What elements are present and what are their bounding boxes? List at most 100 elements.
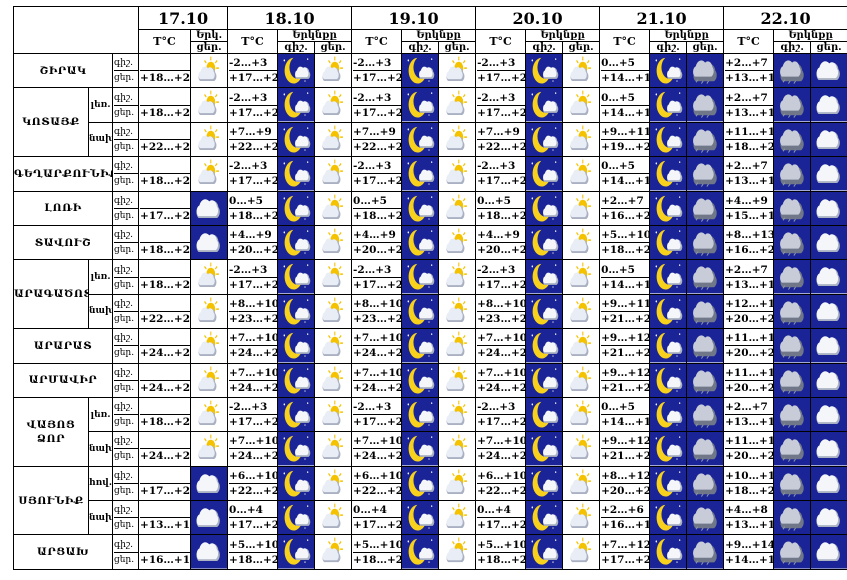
temp-night <box>140 297 190 311</box>
temp-night <box>140 263 190 277</box>
temperature-cell: -2…+3+17…+22 <box>475 396 527 433</box>
night-moon-night-icon <box>649 396 688 433</box>
day-cloud-icon <box>810 121 847 158</box>
night-moon-night-icon <box>277 156 316 192</box>
temp-day: +18…+23 <box>229 551 277 567</box>
temp-night: +9…+12 <box>601 332 650 345</box>
day-cloud-icon <box>810 87 847 123</box>
day-header-0: 17.10 <box>138 6 229 30</box>
temp-header: T°C <box>599 29 651 54</box>
period-labels: գիշ. ցեր. <box>111 121 140 158</box>
day-heavy-cloud-icon <box>686 121 725 158</box>
subregion-label: լեռ. <box>88 87 113 123</box>
temperature-cell: +11…+13+18…+20 <box>723 121 775 158</box>
night-moon-night-icon <box>525 190 564 226</box>
temp-night: +9…+11 <box>601 297 650 310</box>
temp-night: +11…+14 <box>725 332 773 345</box>
temp-night <box>140 159 190 173</box>
night-moon-night-icon <box>277 224 316 261</box>
temp-day: +18…+22 <box>140 242 191 257</box>
temp-day: +18…+22 <box>140 173 191 188</box>
sky-subheader-day: ցեր. <box>686 41 725 54</box>
temp-day: +13…+16 <box>140 517 191 532</box>
night-label: գիշ. <box>114 264 133 275</box>
temperature-cell: 0…+5+18…+23 <box>227 190 279 226</box>
temperature-cell: 0…+5+14…+19 <box>599 87 651 123</box>
night-heavy-cloud-icon <box>773 534 812 570</box>
temp-day: +17…+22 <box>353 414 401 429</box>
temperature-cell: +17…+20 <box>138 465 192 502</box>
night-moon-night-icon <box>525 362 564 398</box>
subregion-label: նախ. <box>88 431 113 467</box>
temperature-cell: +2…+7+16…+20 <box>599 190 651 226</box>
temperature-cell: +7…+10+24…+26 <box>227 431 279 467</box>
day-sun-cloud-icon <box>438 259 477 295</box>
period-labels: գիշ. ցեր. <box>111 328 140 364</box>
temp-day: +17…+20 <box>229 517 277 532</box>
table-row: նախ.գիշ.ցեր.+22…+25 +8…+10+23…+25 +8…+10… <box>14 293 847 330</box>
temp-day: +14…+19 <box>601 70 649 85</box>
temp-day: +18…+22 <box>140 414 191 429</box>
temperature-cell: +7…+10+24…+26 <box>475 431 527 467</box>
temperature-cell: 0…+5+14…+19 <box>599 52 651 89</box>
sky-subheader-day: ցեր. <box>190 41 229 54</box>
temperature-cell: +7…+9+22…+24 <box>475 121 527 158</box>
temperature-cell: +8…+12+20…+23 <box>599 465 651 502</box>
temp-night: -2…+3 <box>353 401 392 414</box>
temperature-cell: +7…+10+24…+26 <box>227 328 279 364</box>
temperature-cell: +7…+12+17…+20 <box>599 534 651 570</box>
day-cloud-icon <box>190 500 229 536</box>
temperature-cell: +13…+16 <box>138 500 192 536</box>
temp-day: +24…+26 <box>229 379 277 395</box>
day-cloud-icon <box>810 362 847 398</box>
temp-night: +7…+10 <box>229 332 278 345</box>
temp-night: +7…+10 <box>477 366 526 379</box>
day-sun-cloud-icon <box>562 224 601 261</box>
night-moon-night-icon <box>525 224 564 261</box>
temp-day: +22…+25 <box>140 310 191 325</box>
day-heavy-cloud-icon <box>686 293 725 330</box>
night-heavy-cloud-icon <box>773 87 812 123</box>
temperature-cell: +4…+9+15…+19 <box>723 190 775 226</box>
subregion-label: լեռ. <box>88 396 113 433</box>
day-cloud-icon <box>810 396 847 433</box>
temp-night: +4…+8 <box>725 504 768 517</box>
temp-night: -2…+3 <box>353 57 392 70</box>
night-moon-night-icon <box>525 500 564 536</box>
day-cloud-icon <box>190 190 229 226</box>
header-row-dates: 17.10 18.10 19.10 20.10 21.10 22.10 <box>12 6 847 54</box>
day-label: ցեր. <box>114 414 138 429</box>
night-moon-night-icon <box>525 259 564 295</box>
night-moon-night-icon <box>401 156 440 192</box>
day-sun-cloud-icon <box>438 293 477 330</box>
temp-night <box>140 400 190 414</box>
day-cloud-icon <box>190 465 229 502</box>
temp-night: +2…+7 <box>725 401 768 414</box>
temp-day: +17…+22 <box>229 104 277 120</box>
period-labels: գիշ. ցեր. <box>111 259 140 295</box>
night-label: գիշ. <box>114 161 133 172</box>
night-moon-night-icon <box>277 328 316 364</box>
day-heavy-cloud-icon <box>686 224 725 261</box>
day-sun-cloud-icon <box>190 328 229 364</box>
temp-day: +18…+22 <box>140 276 191 291</box>
period-labels: գիշ. ցեր. <box>111 293 140 330</box>
night-heavy-cloud-icon <box>773 362 812 398</box>
night-moon-night-icon <box>401 534 440 570</box>
night-heavy-cloud-icon <box>773 431 812 467</box>
temp-day: +21…+24 <box>601 448 649 463</box>
temp-day: +14…+19 <box>725 551 773 567</box>
period-labels: գիշ. ցեր. <box>111 224 140 261</box>
day-label: ցեր. <box>114 379 138 395</box>
temp-day: +18…+23 <box>353 207 401 223</box>
day-sun-cloud-icon <box>562 52 601 89</box>
day-sun-cloud-icon <box>438 156 477 192</box>
temp-night: +6…+10 <box>353 469 402 482</box>
temp-day: +17…+22 <box>229 276 277 292</box>
day-sun-cloud-icon <box>438 224 477 261</box>
temp-day: +17…+20 <box>140 482 191 497</box>
temp-night: -2…+3 <box>353 91 392 104</box>
weather-forecast-table: 17.10 18.10 19.10 20.10 21.10 22.10 T°C Երկ. T°C… <box>12 6 847 570</box>
night-moon-night-icon <box>525 156 564 192</box>
